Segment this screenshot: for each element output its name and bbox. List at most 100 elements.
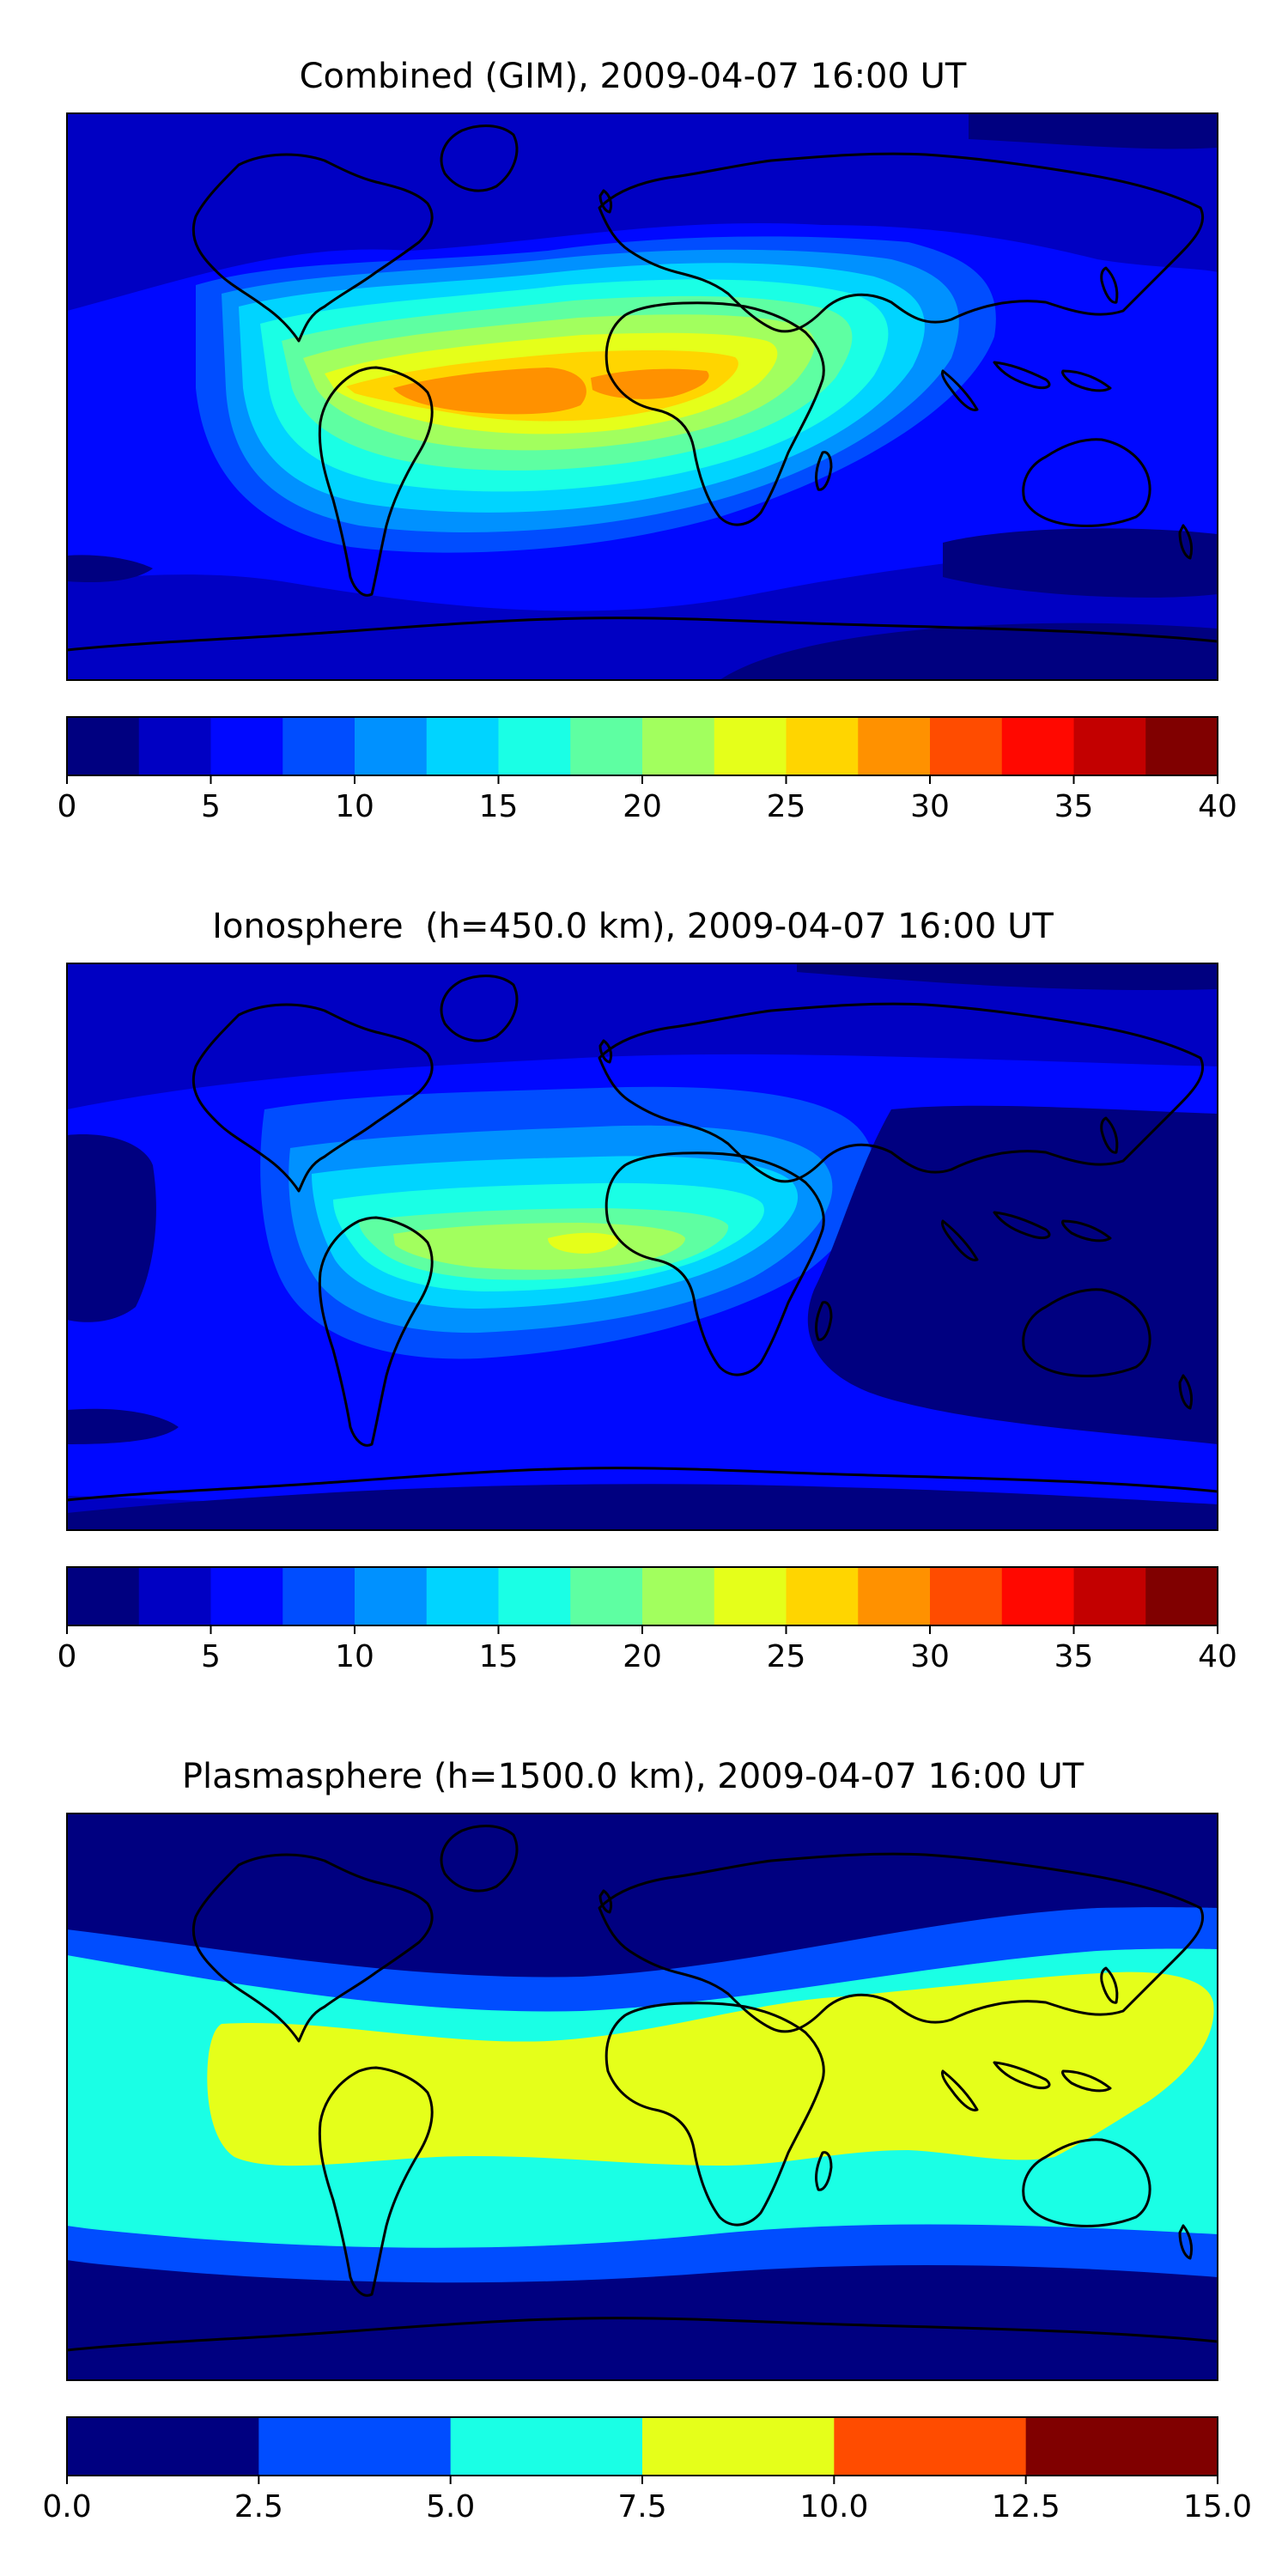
coastline-4 (605, 2002, 825, 2227)
colorbar-segment (858, 717, 931, 775)
colorbar-segment (570, 1567, 643, 1625)
colorbar-segment (642, 1567, 715, 1625)
colorbar-tick-label: 30 (910, 1639, 950, 1674)
coastline-10 (1022, 2138, 1151, 2227)
colorbar-tick-label: 5 (201, 789, 221, 824)
coastline-6 (993, 2061, 1051, 2090)
colorbar-tick-label: 2.5 (234, 2489, 283, 2524)
tec-band-level-1 (67, 113, 1218, 167)
coastline-2 (318, 2066, 434, 2297)
coastline-5 (815, 451, 833, 491)
colorbar-segment (498, 1567, 571, 1625)
colorbar-tick-label: 12.5 (992, 2489, 1060, 2524)
colorbar-tick-label: 7.5 (617, 2489, 666, 2524)
coastline-9 (1100, 1116, 1119, 1154)
colorbar-segment (930, 717, 1003, 775)
colorbar-segment (642, 2417, 835, 2476)
tec-band-level-0 (969, 113, 1218, 149)
colorbar-tick-label: 15 (479, 789, 519, 824)
colorbar-segment (714, 717, 787, 775)
coastline-4 (605, 1151, 825, 1376)
colorbar-segment (138, 1567, 211, 1625)
coastline-13 (67, 1467, 1218, 1502)
tec-band-level-0 (797, 963, 1218, 990)
colorbar-segment (138, 717, 211, 775)
coastline-2 (318, 366, 434, 597)
coastline-3 (598, 1002, 1205, 1183)
tec-band-level-0 (67, 2290, 1218, 2380)
colorbar-segment (714, 1567, 787, 1625)
coastline-9 (1100, 1966, 1119, 2004)
colorbar-segment (1145, 717, 1218, 775)
tec-band-level-0 (67, 1408, 179, 1444)
colorbar-tick-label: 25 (767, 789, 806, 824)
colorbar-segment (1073, 1567, 1146, 1625)
map-frame (66, 963, 1218, 1531)
coastline-0 (191, 1003, 434, 1193)
coastline-4 (605, 301, 825, 526)
colorbar-segment (67, 2417, 259, 2476)
colorbar-tick-label: 10 (335, 789, 374, 824)
colorbar-tick-label: 20 (623, 789, 662, 824)
colorbar-tick-label: 10.0 (799, 2489, 868, 2524)
colorbar: 0.0 2.5 5.0 7.5 10.0 12.5 15.0 (42, 2416, 1252, 2524)
colorbar-segment (210, 717, 283, 775)
colorbar-tick-label: 15.0 (1183, 2489, 1252, 2524)
colorbar-segment (426, 717, 499, 775)
map-field (67, 1814, 1218, 2380)
colorbar-tick-label: 0.0 (42, 2489, 91, 2524)
coastline-3 (598, 152, 1205, 333)
colorbar-segment (498, 717, 571, 775)
colorbar-segment (570, 717, 643, 775)
colorbar-segment (858, 1567, 931, 1625)
colorbar-segment (786, 717, 859, 775)
colorbar-tick-label: 30 (910, 789, 950, 824)
colorbar: 0 5 10 15 20 25 30 35 40 (58, 1566, 1237, 1674)
colorbar-segment (930, 1567, 1003, 1625)
coastline-1 (440, 1825, 519, 1893)
coastline-11 (1178, 524, 1194, 560)
colorbar-segment (67, 717, 140, 775)
coastline-0 (191, 153, 434, 343)
coastline-7 (1061, 2069, 1112, 2093)
tec-band-level-9 (548, 1232, 619, 1254)
tec-band-level-8 (393, 1223, 685, 1270)
coastline-8 (941, 1219, 979, 1261)
colorbar-segment (450, 2417, 643, 2476)
panel-title: Ionosphere (h=450.0 km), 2009-04-07 16:0… (212, 907, 1054, 946)
colorbar-segment (1145, 1567, 1218, 1625)
colorbar-segment (258, 2417, 452, 2476)
coastline-1 (440, 975, 519, 1042)
panel-plasmasphere: Plasmasphere (h=1500.0 km), 2009-04-07 1… (42, 1757, 1252, 2524)
colorbar-segment (786, 1567, 859, 1625)
tec-band-level-0 (67, 555, 153, 583)
coastline-13 (67, 617, 1218, 652)
coastline-8 (941, 369, 979, 411)
coastline-12 (598, 189, 613, 214)
coastline-0 (191, 1853, 434, 2043)
colorbar-segment (1073, 717, 1146, 775)
tec-band-level-0 (720, 623, 1218, 680)
colorbar: 0 5 10 15 20 25 30 35 40 (58, 716, 1237, 824)
tec-contours (67, 113, 1218, 680)
coastline-9 (1100, 266, 1119, 304)
colorbar-segment (210, 1567, 283, 1625)
coastline-2 (318, 1216, 434, 1447)
coastline-12 (598, 1039, 613, 1064)
coastline-13 (67, 2317, 1218, 2352)
colorbar-segment (1001, 1567, 1074, 1625)
tec-band-level-0 (67, 1484, 1218, 1530)
colorbar-tick-label: 25 (767, 1639, 806, 1674)
colorbar-segment (426, 1567, 499, 1625)
map-field (67, 113, 1218, 680)
colorbar-segment (67, 1567, 140, 1625)
coastline-12 (598, 1889, 613, 1914)
colorbar-segment (283, 1567, 355, 1625)
coastline-7 (1061, 369, 1112, 392)
tec-band-level-0 (67, 1134, 156, 1322)
panel-ionosphere: Ionosphere (h=450.0 km), 2009-04-07 16:0… (58, 907, 1237, 1674)
colorbar-segment (1025, 2417, 1218, 2476)
colorbar-tick-label: 15 (479, 1639, 519, 1674)
panel-combined: Combined (GIM), 2009-04-07 16:00 UT 0 5 10… (58, 57, 1237, 824)
coastline-5 (815, 1301, 833, 1341)
